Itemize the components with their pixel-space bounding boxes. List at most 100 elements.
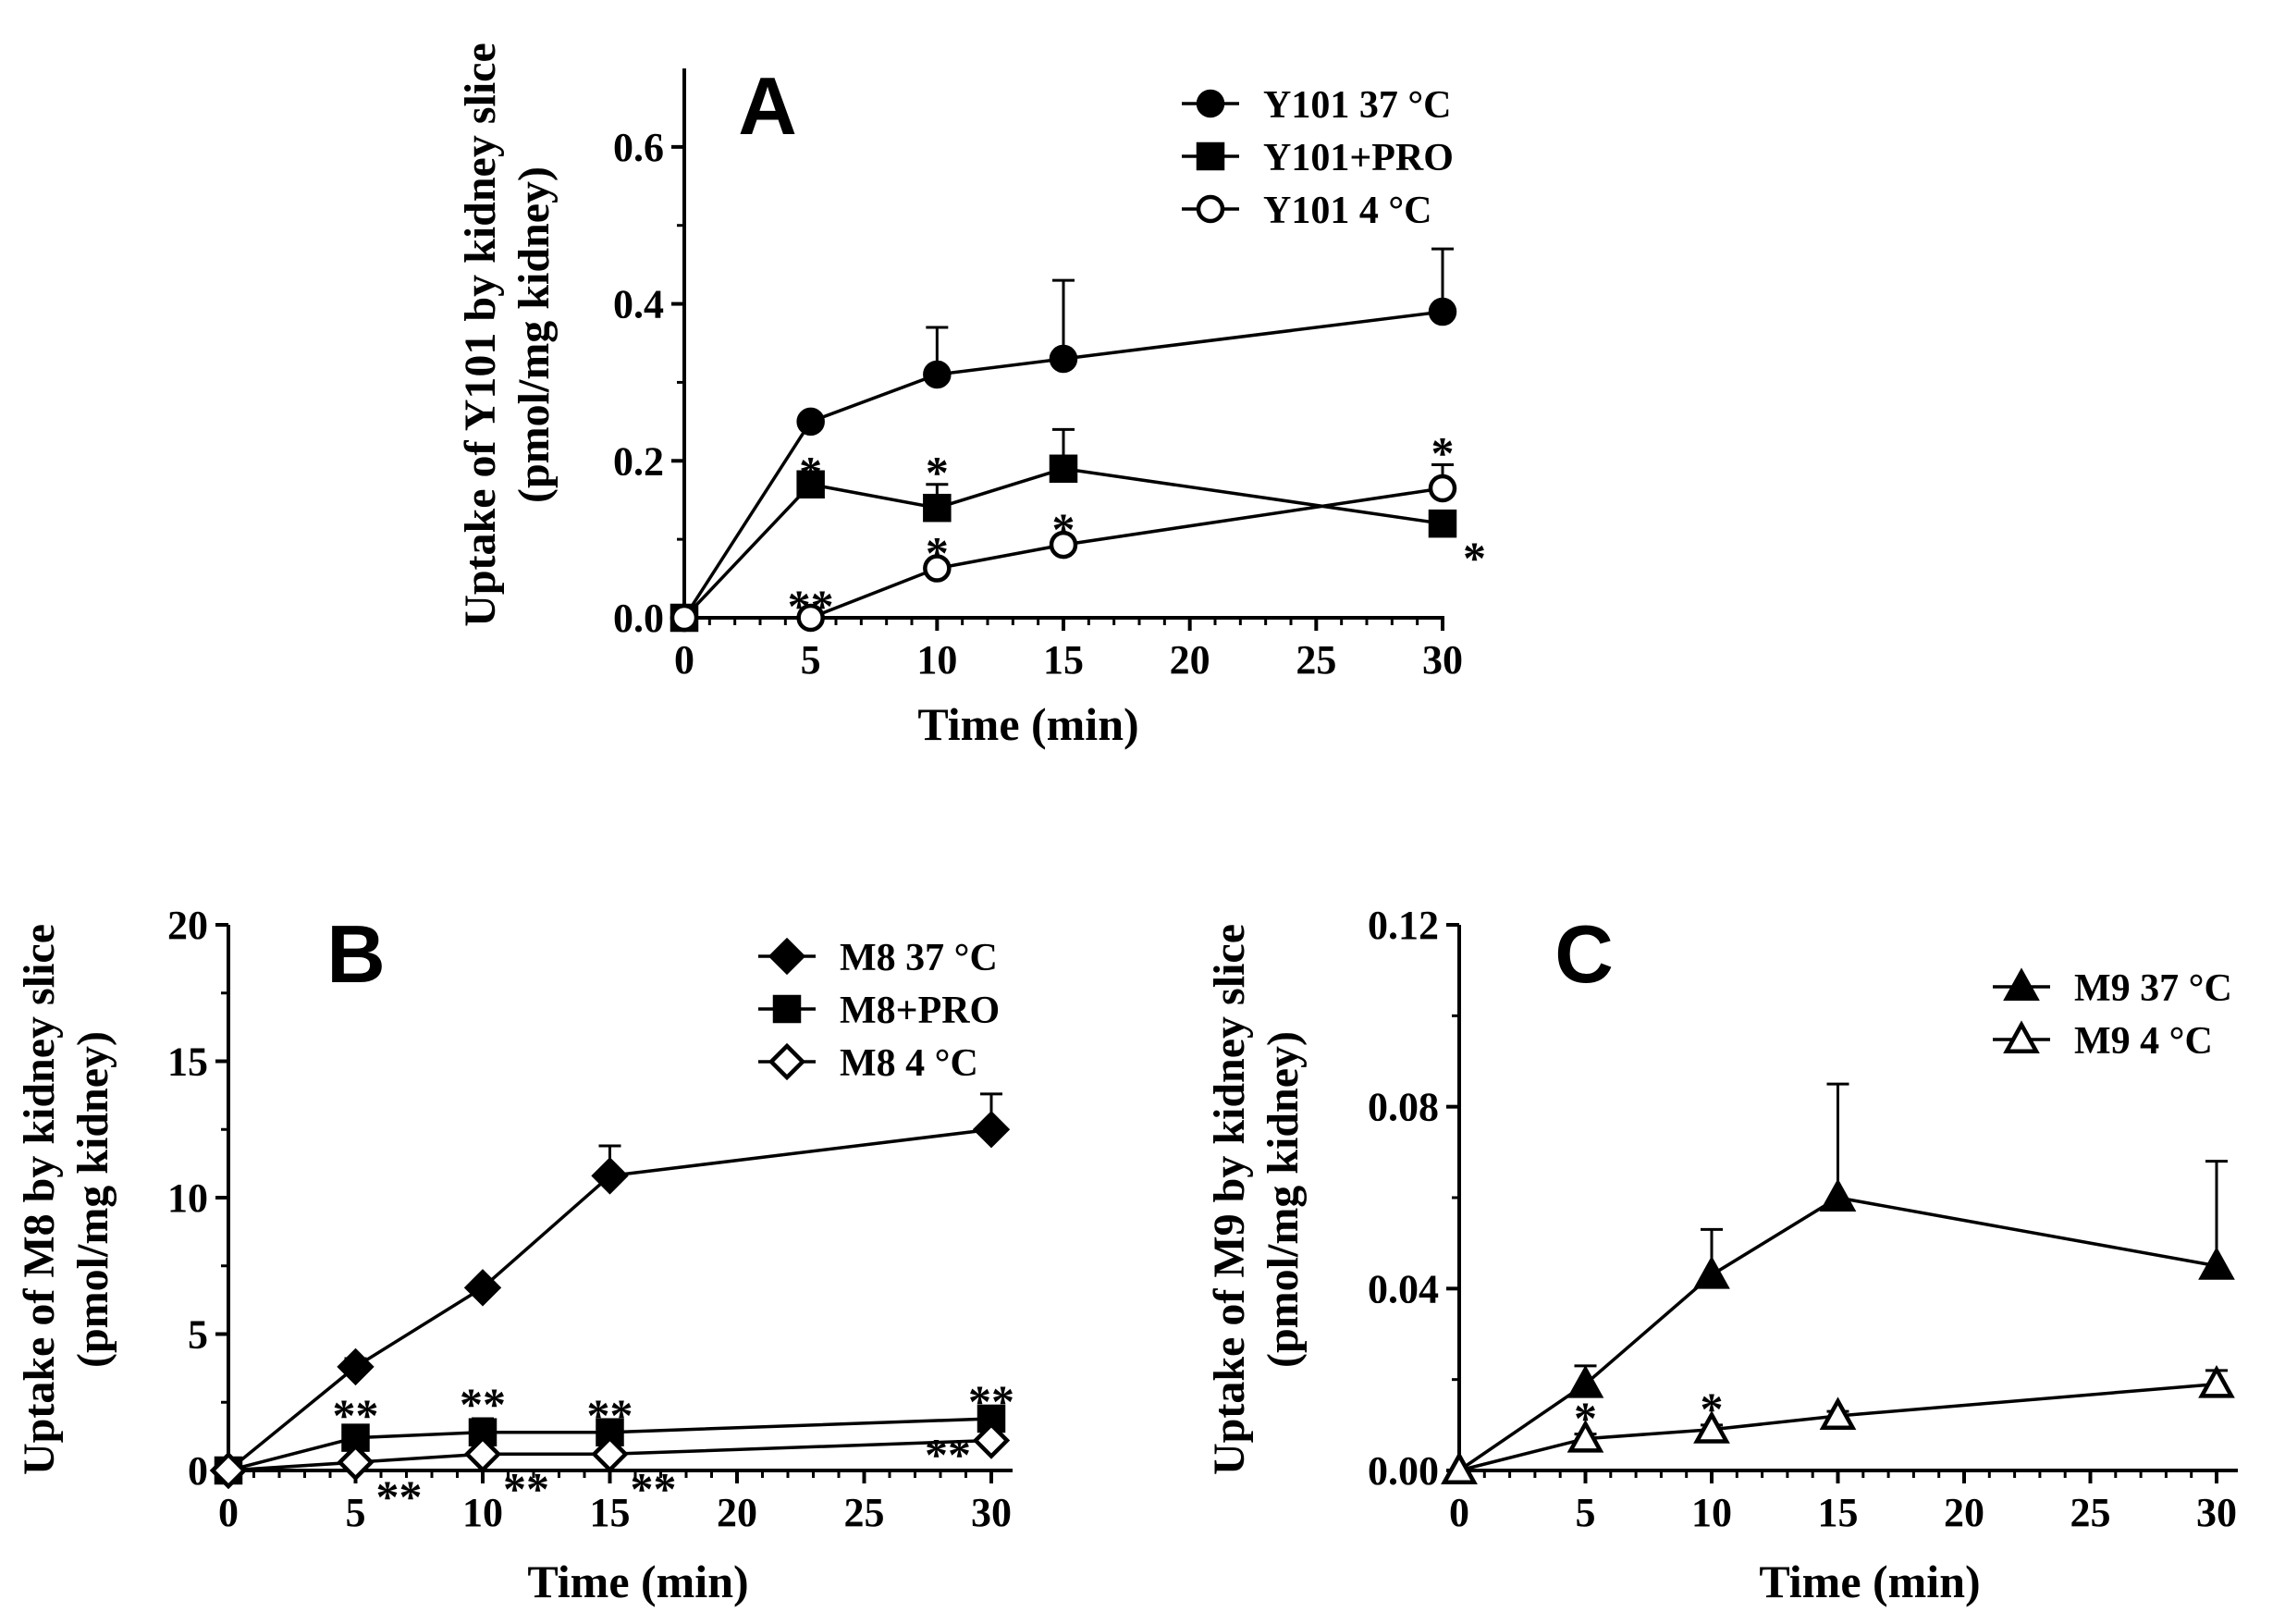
- data-point: [1819, 1396, 1857, 1431]
- data-point: [1049, 454, 1078, 484]
- y-tick-label: 0.12: [1368, 903, 1439, 948]
- y-axis-title: Uptake of Y101 by kidney slice: [456, 43, 505, 627]
- data-point: [923, 554, 952, 583]
- x-tick-label: 10: [462, 1490, 503, 1535]
- x-tick-label: 5: [1576, 1490, 1596, 1535]
- panel-letter-a: A: [738, 60, 797, 152]
- significance-marker: *: [1701, 1383, 1724, 1434]
- panel-c: C Time (min) Uptake of M9 by kidney slic…: [1205, 903, 2238, 1607]
- data-point: [1049, 344, 1078, 374]
- y-tick-label: 0.00: [1368, 1448, 1439, 1494]
- legend-marker: [768, 937, 806, 976]
- legend-marker: [1196, 194, 1225, 224]
- x-axis-title: Time (min): [527, 1556, 748, 1607]
- data-point: [2198, 1247, 2235, 1280]
- legend: M9 37 °C M9 4 °C: [1993, 967, 2232, 1063]
- data-point: [1428, 474, 1457, 503]
- y-tick-label: 15: [167, 1040, 208, 1085]
- significance-marker: **: [587, 1389, 633, 1441]
- x-tick-label: 15: [1818, 1490, 1859, 1535]
- significance-marker: **: [631, 1462, 677, 1514]
- x-axis-title: Time (min): [1759, 1556, 1980, 1607]
- legend-label: M9 37 °C: [2074, 967, 2232, 1010]
- x-tick-label: 25: [844, 1490, 885, 1535]
- x-tick-label: 30: [2196, 1490, 2237, 1535]
- legend-marker: [768, 1042, 806, 1081]
- significance-marker: **: [968, 1375, 1014, 1427]
- x-tick-label: 30: [971, 1490, 1012, 1535]
- data-point: [337, 1443, 375, 1482]
- legend-marker: [772, 994, 802, 1024]
- data-point: [923, 493, 952, 523]
- y-tick-label: 10: [167, 1175, 208, 1221]
- significance-marker: *: [1052, 503, 1075, 555]
- data-point: [923, 360, 952, 389]
- series: [1441, 1082, 2235, 1485]
- data-point: [972, 1421, 1011, 1459]
- significance-marker: *: [926, 447, 949, 498]
- data-point: [670, 603, 699, 633]
- panel-a: A Time (min) Uptake of Y101 by kidney sl…: [456, 43, 1486, 750]
- legend-label: Y101+PRO: [1263, 137, 1454, 179]
- panel-letter-c: C: [1554, 908, 1614, 1000]
- significance-marker: *: [1574, 1392, 1597, 1444]
- x-axis-title: Time (min): [917, 698, 1138, 750]
- data-point: [1693, 1255, 1730, 1289]
- significance-marker: *: [1431, 427, 1455, 479]
- y-tick-label: 0: [188, 1448, 208, 1494]
- legend-label: M9 4 °C: [2074, 1020, 2213, 1063]
- legend-label: Y101 4 °C: [1263, 190, 1431, 232]
- data-point: [463, 1435, 502, 1473]
- x-tick-label: 25: [2070, 1490, 2111, 1535]
- data-point: [209, 1451, 248, 1490]
- series: [209, 1092, 1011, 1490]
- y-axis-title: Uptake of M9 by kidney slice: [1205, 924, 1254, 1475]
- panel-letter-b: B: [326, 908, 386, 1000]
- y-tick-label: 0.6: [613, 125, 664, 170]
- annotations: * *: [1574, 1383, 1724, 1444]
- significance-marker: **: [333, 1389, 379, 1441]
- data-point: [796, 603, 825, 633]
- x-tick-label: 20: [717, 1490, 757, 1535]
- data-point: [337, 1347, 375, 1386]
- annotations: * * ***** *: [788, 427, 1486, 632]
- legend: Y101 37 °C Y101+PRO Y101 4 °C: [1182, 84, 1454, 232]
- annotations: ** ** ** **** ** ****: [333, 1375, 1015, 1522]
- y-tick-label: 0.04: [1368, 1266, 1439, 1311]
- x-tick-label: 0: [218, 1490, 239, 1535]
- y-axis-title-unit: (pmol/mg kidney): [68, 1031, 117, 1368]
- x-tick-label: 5: [346, 1490, 366, 1535]
- x-tick-label: 10: [1691, 1490, 1732, 1535]
- y-tick-label: 0.4: [613, 282, 664, 327]
- panel-b: B Time (min) Uptake of M8 by kidney slic…: [15, 903, 1014, 1607]
- data-point: [796, 407, 825, 437]
- data-point: [1566, 1419, 1604, 1453]
- x-tick-label: 15: [590, 1490, 631, 1535]
- y-tick-label: 5: [188, 1312, 208, 1358]
- x-tick-label: 5: [801, 637, 821, 683]
- y-tick-label: 20: [167, 903, 208, 948]
- data-point: [1049, 530, 1078, 560]
- x-tick-label: 10: [916, 637, 957, 683]
- legend-label: M8 4 °C: [840, 1042, 978, 1085]
- legend-marker: [2003, 967, 2040, 1002]
- significance-marker: *: [799, 447, 822, 498]
- data-point: [1566, 1364, 1604, 1398]
- significance-marker: *: [1463, 532, 1486, 584]
- significance-marker: **: [788, 580, 834, 632]
- data-point: [1693, 1410, 1730, 1444]
- x-tick-label: 20: [1170, 637, 1210, 683]
- y-tick-label: 0.08: [1368, 1085, 1439, 1130]
- legend: M8 37 °C M8+PRO M8 4 °C: [758, 937, 1000, 1085]
- significance-marker: **: [376, 1470, 423, 1522]
- data-point: [796, 470, 825, 498]
- data-point: [2198, 1364, 2235, 1398]
- data-point: [1428, 297, 1457, 326]
- x-tick-label: 25: [1296, 637, 1336, 683]
- ticks: 0 5 10 15 20 0 5 10 15 20 25 30: [167, 903, 1012, 1535]
- y-axis-title-unit: (pmol/mg kidney): [510, 166, 559, 503]
- x-tick-label: 15: [1043, 637, 1084, 683]
- data-point: [1441, 1451, 1478, 1485]
- y-tick-label: 0.0: [613, 596, 664, 641]
